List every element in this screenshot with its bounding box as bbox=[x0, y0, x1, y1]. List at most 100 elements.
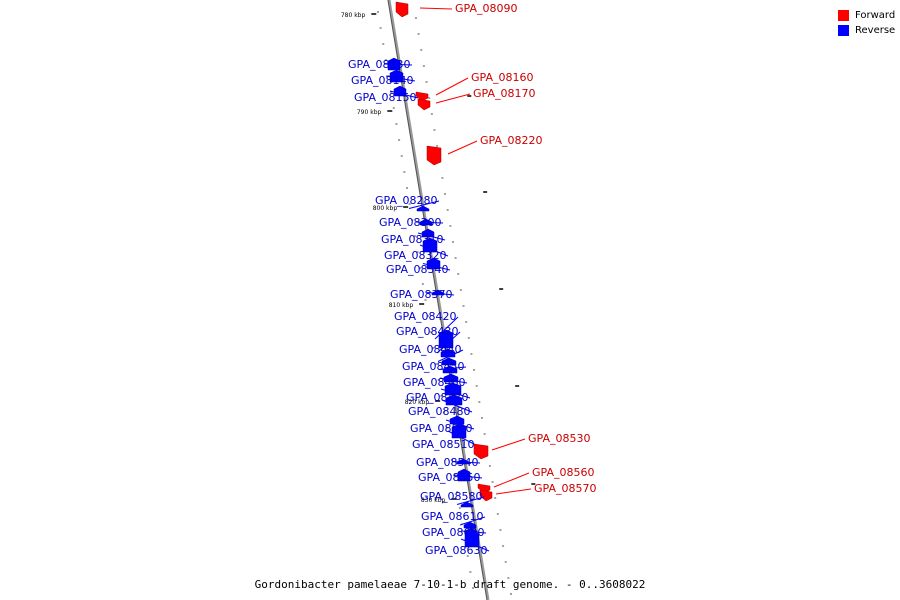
gene-label[interactable]: GPA_08130 bbox=[348, 58, 410, 71]
reverse-gene-glyph[interactable] bbox=[426, 257, 441, 270]
reverse-gene-glyph[interactable] bbox=[416, 205, 430, 212]
gene-feature[interactable]: GPA_08320 bbox=[384, 237, 449, 262]
major-tick-label: 830 kbp bbox=[421, 497, 446, 504]
gene-label[interactable]: GPA_08150 bbox=[354, 91, 416, 104]
gene-leader-line bbox=[415, 221, 444, 224]
gene-label[interactable]: GPA_08170 bbox=[473, 87, 535, 100]
gene-feature[interactable]: GPA_08140 bbox=[351, 69, 416, 87]
reverse-gene-glyph[interactable] bbox=[422, 237, 438, 253]
major-tick-label: 820 kbp bbox=[405, 399, 430, 406]
gene-feature[interactable]: GPA_08550 bbox=[418, 468, 483, 484]
gene-feature[interactable]: GPA_08170 bbox=[417, 87, 535, 111]
gene-label[interactable]: GPA_08160 bbox=[471, 71, 533, 84]
gene-label[interactable]: GPA_08560 bbox=[532, 466, 594, 479]
gene-feature[interactable]: GPA_08530 bbox=[473, 432, 590, 460]
gene-label[interactable]: GPA_08140 bbox=[351, 74, 413, 87]
genome-axis-edge bbox=[387, 0, 488, 600]
gene-feature[interactable]: GPA_08150 bbox=[354, 85, 419, 104]
gene-leader-line bbox=[437, 349, 464, 362]
gene-feature[interactable]: GPA_08090 bbox=[395, 1, 517, 18]
forward-gene-glyph[interactable] bbox=[417, 98, 431, 111]
forward-gene-glyph[interactable] bbox=[479, 489, 493, 502]
gene-label[interactable]: GPA_08510 bbox=[412, 438, 474, 451]
gene-feature[interactable]: GPA_08370 bbox=[390, 288, 455, 301]
gene-label[interactable]: GPA_08320 bbox=[384, 249, 446, 262]
forward-gene-glyph[interactable] bbox=[415, 91, 429, 102]
legend-forward-label: Forward bbox=[855, 10, 896, 21]
genome-caption: Gordonibacter pamelaeae 7-10-1-b draft g… bbox=[254, 578, 646, 591]
reverse-gene-glyph[interactable] bbox=[464, 530, 480, 548]
legend: Forward Reverse bbox=[838, 8, 895, 38]
gene-label[interactable]: GPA_08420 bbox=[394, 310, 456, 323]
reverse-gene-glyph[interactable] bbox=[445, 394, 463, 406]
gene-feature[interactable]: GPA_08560 bbox=[477, 466, 594, 494]
gene-leader-line bbox=[422, 263, 451, 271]
gene-feature[interactable]: GPA_08420 bbox=[394, 310, 459, 349]
gene-label[interactable]: GPA_08430 bbox=[396, 325, 458, 338]
gene-label[interactable]: GPA_08480 bbox=[408, 405, 470, 418]
reverse-gene-glyph[interactable] bbox=[393, 85, 407, 97]
gene-leader-line bbox=[434, 316, 459, 340]
gene-leader-line bbox=[447, 430, 477, 446]
gene-leader-line bbox=[426, 292, 455, 296]
gene-label[interactable]: GPA_08580 bbox=[420, 490, 482, 503]
gene-leader-line bbox=[441, 399, 473, 413]
legend-reverse-label: Reverse bbox=[855, 25, 896, 36]
legend-forward: Forward bbox=[838, 8, 895, 23]
gene-feature[interactable]: GPA_08630 bbox=[425, 530, 490, 557]
forward-gene-glyph[interactable] bbox=[395, 1, 409, 18]
reverse-gene-glyph[interactable] bbox=[451, 423, 467, 439]
gene-label[interactable]: GPA_08450 bbox=[402, 360, 464, 373]
gene-leader-line bbox=[493, 472, 530, 488]
gene-feature[interactable]: GPA_08610 bbox=[421, 510, 486, 529]
gene-label[interactable]: GPA_08440 bbox=[399, 343, 461, 356]
gene-feature[interactable]: GPA_08540 bbox=[416, 456, 481, 469]
gene-feature[interactable]: GPA_08450 bbox=[402, 360, 467, 374]
gene-leader-line bbox=[408, 200, 440, 209]
gene-label[interactable]: GPA_08530 bbox=[528, 432, 590, 445]
gene-feature[interactable]: GPA_08130 bbox=[348, 57, 413, 71]
gene-label[interactable]: GPA_08570 bbox=[534, 482, 596, 495]
gene-label[interactable]: GPA_08370 bbox=[390, 288, 452, 301]
gene-leader-line bbox=[383, 63, 413, 66]
gene-label[interactable]: GPA_08220 bbox=[480, 134, 542, 147]
forward-gene-glyph[interactable] bbox=[473, 443, 489, 460]
gene-label[interactable]: GPA_08630 bbox=[425, 544, 487, 557]
legend-reverse: Reverse bbox=[838, 23, 895, 38]
gene-label[interactable]: GPA_08540 bbox=[416, 456, 478, 469]
reverse-gene-glyph[interactable] bbox=[389, 69, 404, 83]
gene-label[interactable]: GPA_08550 bbox=[418, 471, 480, 484]
gene-leader-line bbox=[456, 496, 485, 505]
gene-feature[interactable]: GPA_08280 bbox=[375, 194, 440, 212]
gene-feature[interactable]: GPA_08300 bbox=[379, 216, 444, 229]
gene-feature[interactable]: GPA_08510 bbox=[412, 423, 477, 451]
major-tick-label: 790 kbp bbox=[357, 109, 382, 116]
gene-feature[interactable]: GPA_08480 bbox=[408, 394, 473, 418]
gene-feature[interactable]: GPA_08340 bbox=[386, 257, 451, 276]
gene-leader-line bbox=[435, 93, 471, 104]
gene-label[interactable]: GPA_08280 bbox=[375, 194, 437, 207]
gene-label[interactable]: GPA_08610 bbox=[421, 510, 483, 523]
gene-feature[interactable]: GPA_08580 bbox=[420, 490, 485, 508]
gene-feature[interactable]: GPA_08440 bbox=[399, 343, 464, 366]
gene-leader-line bbox=[491, 438, 526, 451]
forward-gene-glyph[interactable] bbox=[426, 145, 442, 166]
gene-label[interactable]: GPA_08090 bbox=[455, 2, 517, 15]
gene-feature[interactable]: GPA_08220 bbox=[426, 134, 542, 166]
gene-leader-line bbox=[495, 488, 532, 495]
gene-leader-line bbox=[451, 461, 481, 464]
gene-label[interactable]: GPA_08340 bbox=[386, 263, 448, 276]
gene-feature[interactable]: GPA_08570 bbox=[479, 482, 596, 502]
gene-leader-line bbox=[459, 516, 486, 526]
gene-label[interactable]: GPA_08300 bbox=[379, 216, 441, 229]
gene-leader-line bbox=[419, 244, 449, 257]
reverse-gene-glyph[interactable] bbox=[443, 373, 459, 383]
reverse-gene-glyph[interactable] bbox=[441, 357, 457, 366]
gene-feature[interactable]: GPA_08160 bbox=[415, 71, 533, 102]
major-tick-label: 810 kbp bbox=[389, 302, 414, 309]
gene-feature[interactable]: GPA_08430 bbox=[396, 325, 461, 358]
forward-swatch bbox=[838, 10, 849, 21]
reverse-gene-glyph[interactable] bbox=[438, 329, 454, 349]
major-tick-label: 780 kbp bbox=[341, 12, 366, 19]
major-tick-label: 800 kbp bbox=[373, 205, 398, 212]
